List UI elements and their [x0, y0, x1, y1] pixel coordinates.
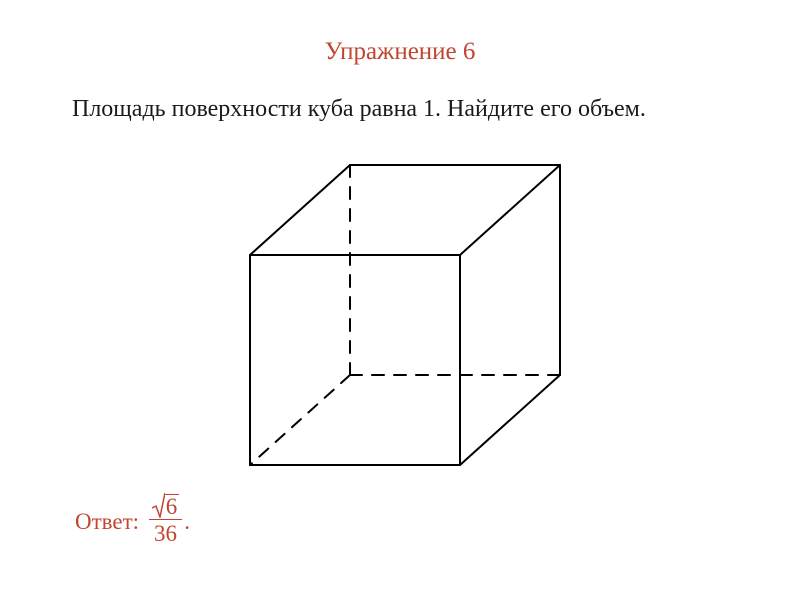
answer-fraction: 6 36 — [149, 492, 183, 545]
problem-text: Площадь поверхности куба равна 1. Найдит… — [72, 96, 728, 123]
radicand: 6 — [164, 494, 180, 518]
cube-diagram — [220, 150, 580, 470]
answer-label: Ответ: — [75, 509, 145, 535]
exercise-title: Упражнение 6 — [0, 38, 800, 66]
answer-block: Ответ: 6 36 . — [75, 498, 190, 545]
answer-period: . — [184, 509, 190, 535]
fraction-denominator: 36 — [154, 520, 177, 545]
fraction-numerator: 6 — [149, 492, 183, 519]
